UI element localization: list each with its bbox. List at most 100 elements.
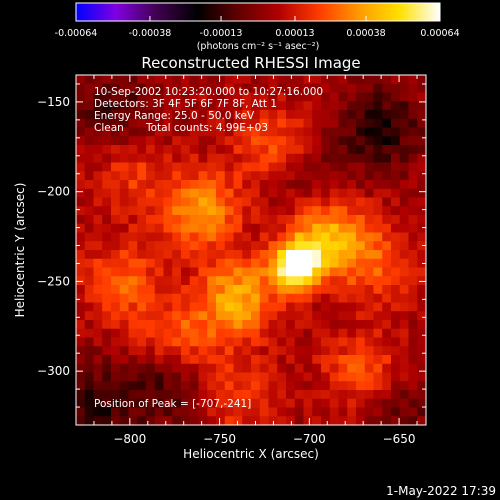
- heatmap-cell: [321, 110, 331, 120]
- heatmap-cell: [146, 180, 156, 190]
- heatmap-cell: [76, 136, 86, 146]
- heatmap-cell: [382, 372, 392, 382]
- heatmap-cell: [146, 171, 156, 181]
- heatmap-cell: [286, 75, 296, 85]
- heatmap-cell: [76, 75, 86, 85]
- heatmap-cell: [399, 320, 410, 330]
- heatmap-cell: [93, 241, 103, 251]
- heatmap-cell: [347, 390, 357, 400]
- heatmap-cell: [102, 162, 112, 172]
- heatmap-cell: [181, 267, 191, 277]
- heatmap-cell: [277, 363, 287, 374]
- heatmap-cell: [251, 180, 261, 190]
- heatmap-cell: [128, 92, 138, 102]
- heatmap-cell: [137, 215, 147, 225]
- heatmap-cell: [154, 110, 165, 120]
- heatmap-cell: [242, 223, 252, 234]
- heatmap-cell: [172, 92, 182, 102]
- heatmap-cell: [189, 223, 200, 234]
- heatmap-cell: [224, 267, 235, 277]
- heatmap-cell: [137, 258, 147, 269]
- heatmap-cell: [198, 328, 208, 339]
- heatmap-cell: [207, 223, 217, 234]
- heatmap-cell: [198, 390, 208, 400]
- heatmap-cell: [286, 267, 296, 277]
- heatmap-cell: [181, 293, 191, 304]
- heatmap-cell: [382, 276, 392, 286]
- heatmap-cell: [408, 267, 418, 277]
- heatmap-cell: [399, 180, 410, 190]
- heatmap-cell: [242, 136, 252, 146]
- heatmap-cell: [321, 83, 331, 94]
- heatmap-cell: [119, 355, 130, 365]
- heatmap-cell: [146, 83, 156, 94]
- heatmap-cell: [259, 346, 270, 356]
- heatmap-cell: [224, 258, 235, 269]
- heatmap-cell: [294, 258, 305, 269]
- heatmap-cell: [111, 355, 121, 365]
- heatmap-cell: [321, 258, 331, 269]
- heatmap-cell: [102, 311, 112, 321]
- heatmap-cell: [329, 372, 340, 382]
- heatmap-cell: [102, 407, 112, 417]
- heatmap-cell: [102, 302, 112, 312]
- heatmap-cell: [216, 75, 226, 85]
- heatmap-cell: [198, 180, 208, 190]
- heatmap-cell: [391, 171, 401, 181]
- y-tick-label: −150: [37, 95, 70, 109]
- heatmap-cell: [277, 311, 287, 321]
- heatmap-cell: [338, 390, 348, 400]
- heatmap-cell: [198, 320, 208, 330]
- heatmap-cell: [268, 355, 278, 365]
- heatmap-cell: [84, 180, 95, 190]
- heatmap-cell: [76, 153, 86, 164]
- heatmap-cell: [189, 372, 200, 382]
- heatmap-cell: [303, 390, 313, 400]
- heatmap-cell: [216, 118, 226, 129]
- heatmap-cell: [119, 381, 130, 391]
- colorbar-tick-label: 0.00038: [346, 28, 385, 39]
- heatmap-cell: [111, 407, 121, 417]
- heatmap-cell: [303, 250, 313, 260]
- heatmap-cell: [251, 407, 261, 417]
- heatmap-cell: [137, 83, 147, 94]
- heatmap-cell: [268, 328, 278, 339]
- heatmap-cell: [84, 101, 95, 111]
- heatmap-cell: [408, 258, 418, 269]
- heatmap-cell: [417, 241, 426, 251]
- heatmap-cell: [399, 127, 410, 137]
- heatmap-cell: [198, 206, 208, 216]
- heatmap-cell: [207, 92, 217, 102]
- heatmap-cell: [259, 206, 270, 216]
- heatmap-cell: [259, 372, 270, 382]
- heatmap-cell: [251, 302, 261, 312]
- heatmap-cell: [382, 92, 392, 102]
- heatmap-cell: [233, 320, 243, 330]
- heatmap-cell: [268, 320, 278, 330]
- heatmap-cell: [207, 407, 217, 417]
- heatmap-cell: [224, 153, 235, 164]
- heatmap-cell: [399, 276, 410, 286]
- heatmap-cell: [154, 363, 165, 374]
- heatmap-cell: [259, 398, 270, 409]
- heatmap-cell: [198, 398, 208, 409]
- heatmap-cell: [102, 180, 112, 190]
- heatmap-cell: [76, 285, 86, 295]
- heatmap-cell: [233, 83, 243, 94]
- heatmap-cell: [242, 215, 252, 225]
- heatmap-cell: [286, 232, 296, 242]
- heatmap-cell: [356, 241, 366, 251]
- heatmap-cell: [356, 311, 366, 321]
- heatmap-cell: [207, 162, 217, 172]
- heatmap-cell: [364, 363, 375, 374]
- heatmap-cell: [207, 311, 217, 321]
- heatmap-cell: [251, 223, 261, 234]
- heatmap-cell: [181, 92, 191, 102]
- heatmap-cell: [242, 162, 252, 172]
- heatmap-cell: [242, 206, 252, 216]
- heatmap-cell: [154, 215, 165, 225]
- heatmap-cell: [128, 267, 138, 277]
- heatmap-cell: [391, 267, 401, 277]
- heatmap-cell: [277, 337, 287, 347]
- heatmap-cell: [154, 162, 165, 172]
